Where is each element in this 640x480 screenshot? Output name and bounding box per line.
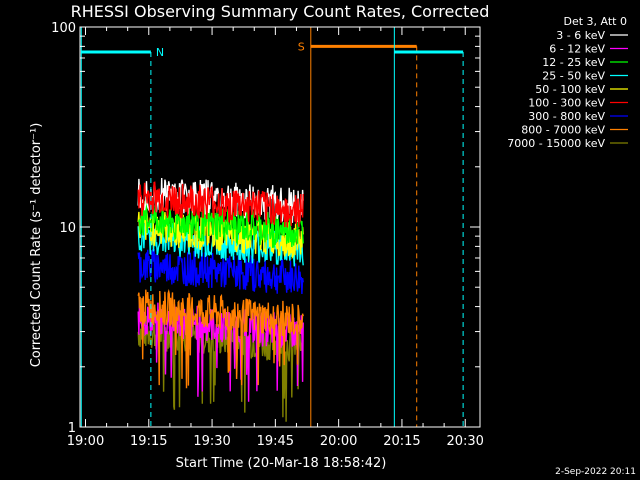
- legend-label-5: 100 - 300 keV: [528, 97, 605, 110]
- annotation-label-1: S: [298, 40, 305, 53]
- legend-label-4: 50 - 100 keV: [535, 83, 605, 96]
- series-line-1: [137, 300, 304, 402]
- legend-label-3: 25 - 50 keV: [542, 70, 605, 83]
- series-line-6: [137, 249, 304, 295]
- y-tick-label-1: 10: [59, 221, 76, 236]
- legend-label-7: 800 - 7000 keV: [521, 124, 605, 137]
- x-axis-label: Start Time (20-Mar-18 18:58:42): [176, 456, 387, 471]
- x-tick-label-6: 20:30: [446, 434, 483, 449]
- axes: 1 10 100 19:00 19:15 19:30 19:45 20:00 20:15 20:3…: [51, 21, 484, 449]
- chart-title: RHESSI Observing Summary Count Rates, Co…: [71, 2, 490, 21]
- legend-label-0: 3 - 6 keV: [556, 29, 605, 42]
- legend-label-6: 300 - 800 keV: [528, 110, 605, 123]
- legend-label-8: 7000 - 15000 keV: [507, 137, 605, 150]
- series-line-2: [137, 200, 304, 248]
- y-axis-label: Corrected Count Rate (s⁻¹ detector⁻¹): [29, 123, 44, 368]
- y-tick-label-2: 100: [51, 21, 76, 36]
- x-tick-label-3: 19:45: [257, 434, 294, 449]
- x-tick-label-0: 19:00: [67, 434, 104, 449]
- y-tick-label-0: 1: [68, 421, 76, 436]
- x-tick-label-2: 19:30: [193, 434, 230, 449]
- x-tick-label-4: 20:00: [320, 434, 357, 449]
- annotation-label-0: N: [156, 46, 164, 59]
- legend-label-1: 6 - 12 keV: [549, 43, 605, 56]
- x-tick-label-5: 20:15: [383, 434, 420, 449]
- legend-label-2: 12 - 25 keV: [542, 56, 605, 69]
- x-tick-label-1: 19:15: [130, 434, 167, 449]
- legend-title: Det 3, Att 0: [564, 15, 628, 28]
- series-line-5: [137, 181, 304, 228]
- series-line-7: [137, 288, 304, 389]
- footer-date: 2-Sep-2022 20:11: [555, 467, 636, 477]
